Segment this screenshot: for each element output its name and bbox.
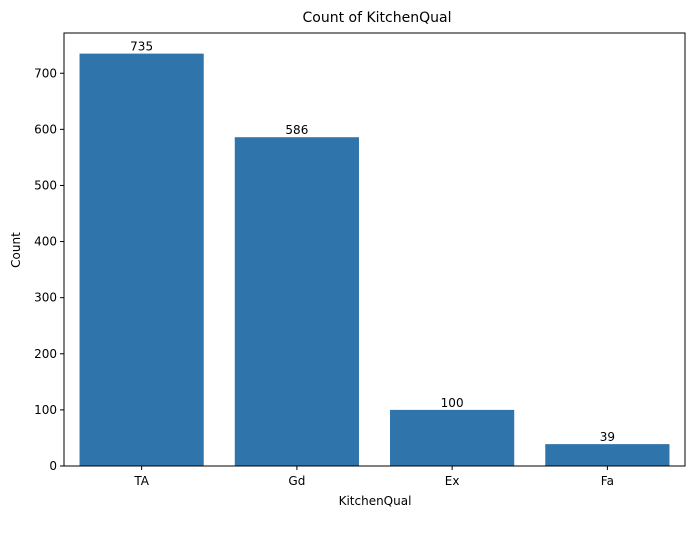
y-tick-label: 100 (34, 403, 57, 417)
plot-frame (63, 32, 686, 467)
x-tick-label-ta: TA (133, 474, 149, 488)
y-tick-label: 300 (34, 291, 57, 305)
bar-ex (390, 409, 515, 466)
x-tick-label-fa: Fa (601, 474, 614, 488)
x-tick-label-gd: Gd (288, 474, 305, 488)
data-label-gd: 586 (285, 123, 308, 137)
y-tick-label: 500 (34, 178, 57, 192)
bar-ta (79, 53, 204, 467)
data-label-ex: 100 (441, 396, 464, 410)
y-tick-label: 200 (34, 347, 57, 361)
y-tick-label: 700 (34, 66, 57, 80)
bar-gd (234, 137, 359, 466)
y-tick-label: 400 (34, 235, 57, 249)
data-labels-group: 735 586 100 39 (130, 40, 615, 444)
x-tick-label-ex: Ex (445, 474, 460, 488)
y-tick-label: 600 (34, 122, 57, 136)
bar-fa (545, 444, 670, 466)
y-tick-label: 0 (49, 459, 57, 473)
data-label-ta: 735 (130, 40, 153, 54)
chart-title: Count of KitchenQual (303, 10, 452, 26)
bars-group (79, 53, 670, 467)
y-axis-label: Count (9, 232, 23, 268)
data-label-fa: 39 (600, 430, 615, 444)
x-axis-label: KitchenQual (339, 494, 412, 508)
y-axis-ticks: 0 100 200 300 400 500 600 700 (34, 66, 64, 473)
x-axis-ticks: TA Gd Ex Fa (133, 466, 614, 488)
